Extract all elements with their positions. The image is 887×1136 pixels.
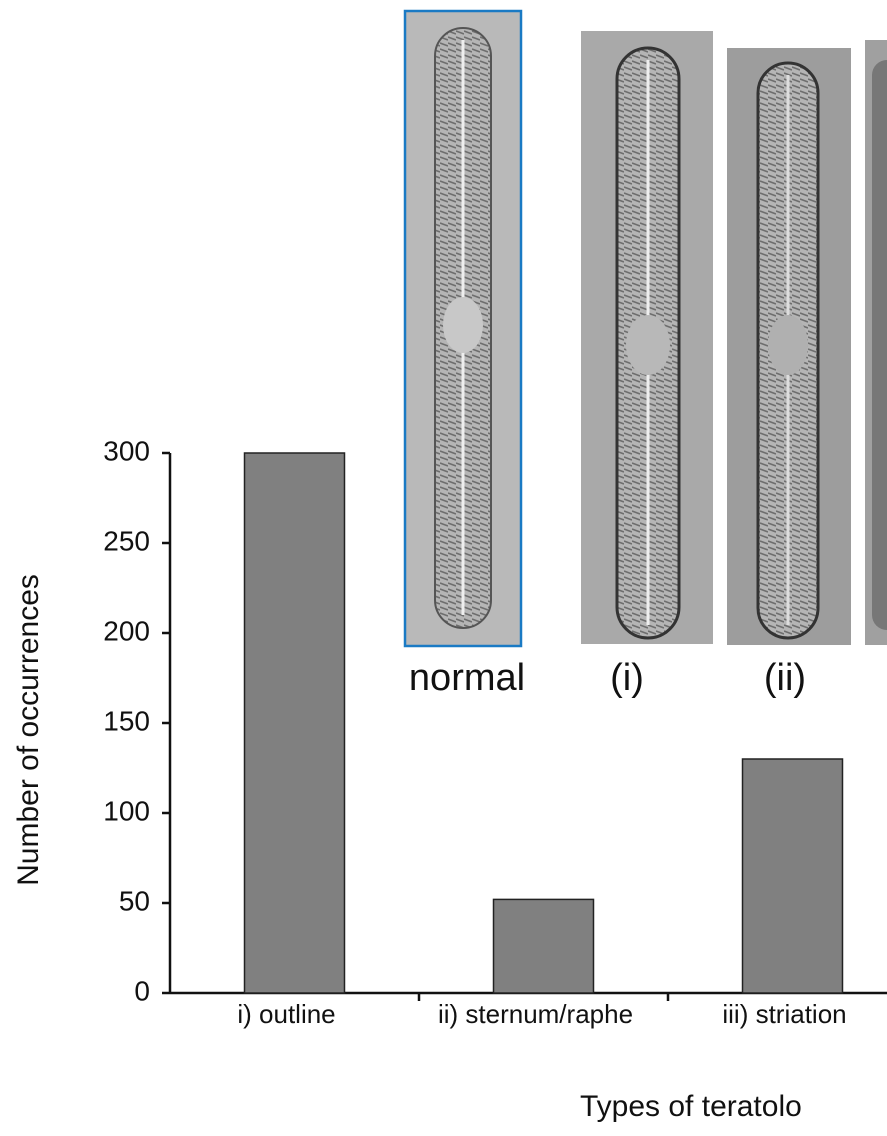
y-tick-label: 150: [103, 705, 150, 736]
y-tick-label: 100: [103, 795, 150, 826]
x-tick-label: i) outline: [237, 999, 335, 1029]
annotation: (ii): [764, 657, 806, 699]
x-tick-label: ii) sternum/raphe: [438, 999, 633, 1029]
x-axis-label: Types of teratolo: [580, 1090, 802, 1123]
bar: [741, 758, 844, 994]
bar: [243, 452, 346, 994]
micrograph-iii: [865, 40, 887, 645]
y-tick-label: 250: [103, 525, 150, 556]
micrograph-ii: [727, 48, 851, 645]
y-tick-label: 300: [103, 435, 150, 466]
y-tick-label: 50: [119, 885, 150, 916]
bar: [492, 898, 595, 994]
micrograph-i: [581, 31, 713, 644]
annotation: (i): [610, 657, 644, 699]
y-tick-label: 0: [134, 975, 150, 1006]
annotation: normal: [409, 657, 525, 699]
x-tick-label: iii) striation: [722, 999, 846, 1029]
micrograph-normal: [403, 9, 523, 648]
y-axis-label: Number of occurrences: [12, 574, 45, 886]
y-tick-label: 200: [103, 615, 150, 646]
